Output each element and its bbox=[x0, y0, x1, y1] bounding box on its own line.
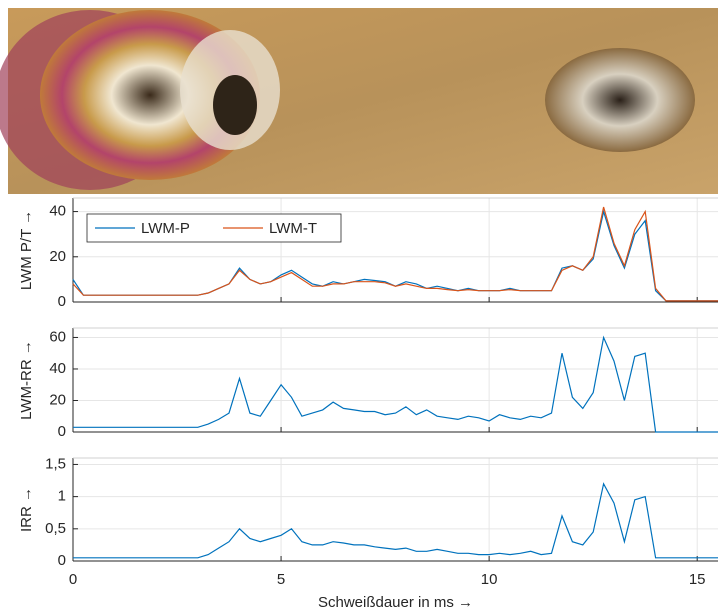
y-axis-label: IRR → bbox=[18, 487, 35, 532]
y-tick-label: 1,5 bbox=[45, 455, 66, 472]
figure: 0 20 40 LWM P/T → LWM-P LWM-T 0 20 40 60 LWM-RR → 0… bbox=[0, 0, 718, 612]
body: 0 20 40 LWM P/T → LWM-P LWM-T 0 20 40 60 LWM-RR → 0… bbox=[0, 0, 718, 612]
y-tick-label: 0,5 bbox=[45, 520, 66, 537]
y-tick-label: 1 bbox=[58, 488, 66, 505]
x-tick-label: 10 bbox=[481, 571, 498, 588]
legend-label: LWM-T bbox=[269, 220, 317, 237]
y-tick-label: 40 bbox=[49, 203, 66, 220]
x-tick-label: 5 bbox=[277, 571, 285, 588]
x-tick-label: 15 bbox=[689, 571, 706, 588]
y-tick-label: 60 bbox=[49, 328, 66, 345]
y-tick-label: 40 bbox=[49, 360, 66, 377]
plot-area bbox=[73, 458, 718, 561]
y-tick-label: 0 bbox=[58, 552, 66, 569]
x-axis-label: Schweißdauer in ms → bbox=[318, 594, 473, 611]
y-tick-label: 20 bbox=[49, 248, 66, 265]
plot-area bbox=[73, 328, 718, 432]
weld-spot-right bbox=[545, 48, 695, 152]
y-axis-label: LWM P/T → bbox=[18, 210, 35, 290]
weld-photo bbox=[0, 8, 718, 194]
x-tick-label: 0 bbox=[69, 571, 77, 588]
y-tick-label: 20 bbox=[49, 391, 66, 408]
page: {"chart_data": [ {"type": "line", "ylabe… bbox=[0, 0, 718, 612]
legend-label: LWM-P bbox=[141, 220, 190, 237]
weld-crater-left bbox=[213, 75, 257, 135]
y-tick-label: 0 bbox=[58, 293, 66, 310]
y-tick-label: 0 bbox=[58, 423, 66, 440]
y-axis-label: LWM-RR → bbox=[18, 340, 35, 420]
